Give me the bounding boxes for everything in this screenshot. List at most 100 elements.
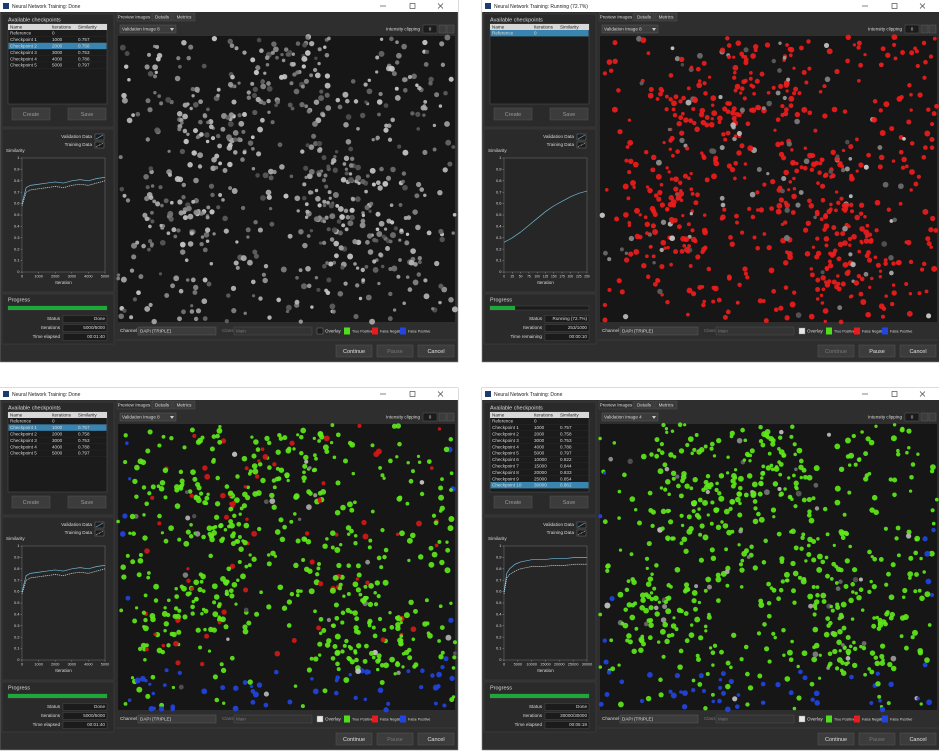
class-dropdown[interactable] bbox=[715, 714, 795, 724]
maximize-button[interactable] bbox=[891, 391, 898, 397]
overlay-label[interactable]: Overlay bbox=[807, 717, 824, 722]
button[interactable] bbox=[67, 495, 107, 509]
intensity-value[interactable]: 0 bbox=[911, 27, 914, 32]
table-cell[interactable]: Checkpoint 2 bbox=[10, 44, 37, 49]
tab[interactable] bbox=[633, 400, 655, 410]
tab-label[interactable]: Preview Images bbox=[118, 403, 151, 408]
button[interactable] bbox=[817, 344, 855, 358]
image-dropdown[interactable] bbox=[119, 24, 177, 34]
image-dropdown[interactable] bbox=[601, 24, 659, 34]
table-cell[interactable]: Checkpoint 3 bbox=[10, 438, 37, 443]
button[interactable] bbox=[899, 344, 937, 358]
tab[interactable] bbox=[151, 12, 173, 22]
tab[interactable] bbox=[633, 12, 655, 22]
spin-button[interactable] bbox=[446, 24, 455, 34]
tab[interactable] bbox=[598, 400, 634, 410]
image-dropdown[interactable] bbox=[601, 412, 659, 422]
class-value[interactable]: Main bbox=[236, 329, 246, 334]
tab[interactable] bbox=[172, 400, 196, 410]
button-label[interactable]: Continue bbox=[825, 349, 847, 355]
table-cell[interactable]: Checkpoint 2 bbox=[10, 432, 37, 437]
intensity-box[interactable] bbox=[422, 412, 438, 422]
intensity-value[interactable]: 0 bbox=[911, 415, 914, 420]
button[interactable] bbox=[11, 107, 51, 121]
button-label[interactable]: Create bbox=[505, 500, 522, 506]
spin-button[interactable] bbox=[920, 24, 929, 34]
intensity-box[interactable] bbox=[904, 24, 920, 34]
close-button[interactable] bbox=[437, 391, 444, 397]
image-dropdown[interactable] bbox=[119, 412, 177, 422]
spin-button[interactable] bbox=[438, 24, 447, 34]
table-cell[interactable]: Checkpoint 5 bbox=[10, 451, 37, 456]
button-label[interactable]: Create bbox=[505, 112, 522, 118]
button[interactable] bbox=[858, 732, 896, 746]
button[interactable] bbox=[549, 495, 589, 509]
channel-value[interactable]: DAPI (TRIPLE) bbox=[140, 717, 172, 722]
channel-dropdown[interactable] bbox=[137, 326, 217, 336]
overlay-label[interactable]: Overlay bbox=[325, 717, 342, 722]
table-cell[interactable]: Reference bbox=[10, 31, 32, 36]
button[interactable] bbox=[899, 732, 937, 746]
image-dropdown-value[interactable]: Validation Image 8 bbox=[604, 27, 642, 32]
close-button[interactable] bbox=[919, 3, 926, 9]
button[interactable] bbox=[549, 107, 589, 121]
table-cell[interactable]: Checkpoint 6 bbox=[492, 457, 519, 462]
button-label[interactable]: Save bbox=[81, 112, 94, 118]
table-cell[interactable]: Checkpoint 8 bbox=[492, 470, 519, 475]
table-cell[interactable]: Checkpoint 2 bbox=[492, 432, 519, 437]
button[interactable] bbox=[376, 344, 414, 358]
button-label[interactable]: Pause bbox=[387, 349, 403, 355]
tab[interactable] bbox=[116, 12, 152, 22]
button-label[interactable]: Cancel bbox=[427, 349, 444, 355]
table-cell[interactable]: Checkpoint 3 bbox=[10, 50, 37, 55]
channel-value[interactable]: DAPI (TRIPLE) bbox=[140, 329, 172, 334]
table-cell[interactable]: Reference bbox=[492, 419, 514, 424]
tab-label[interactable]: Metrics bbox=[659, 403, 675, 408]
table-cell[interactable]: Checkpoint 1 bbox=[492, 425, 519, 430]
button-label[interactable]: Cancel bbox=[909, 349, 926, 355]
button-label[interactable]: Create bbox=[23, 500, 40, 506]
table-cell[interactable]: Checkpoint 3 bbox=[492, 438, 519, 443]
button-label[interactable]: Cancel bbox=[909, 737, 926, 743]
maximize-button[interactable] bbox=[409, 391, 416, 397]
button-label[interactable]: Cancel bbox=[427, 737, 444, 743]
button[interactable] bbox=[11, 495, 51, 509]
button-label[interactable]: Continue bbox=[825, 737, 847, 743]
tab[interactable] bbox=[598, 12, 634, 22]
overlay-label[interactable]: Overlay bbox=[325, 329, 342, 334]
button[interactable] bbox=[817, 732, 855, 746]
class-dropdown[interactable] bbox=[233, 326, 313, 336]
table-cell[interactable]: Checkpoint 10 bbox=[492, 483, 522, 488]
class-dropdown[interactable] bbox=[233, 714, 313, 724]
tab[interactable] bbox=[654, 400, 678, 410]
table-cell[interactable]: Reference bbox=[10, 419, 32, 424]
table-cell[interactable]: Checkpoint 4 bbox=[10, 444, 37, 449]
tab[interactable] bbox=[654, 12, 678, 22]
button-label[interactable]: Pause bbox=[869, 737, 885, 743]
image-dropdown-value[interactable]: Validation Image 8 bbox=[122, 27, 160, 32]
table-cell[interactable]: Checkpoint 7 bbox=[492, 464, 519, 469]
spin-button[interactable] bbox=[928, 412, 937, 422]
class-value[interactable]: Main bbox=[718, 717, 728, 722]
button-label[interactable]: Save bbox=[563, 500, 576, 506]
close-button[interactable] bbox=[437, 3, 444, 9]
button[interactable] bbox=[417, 732, 455, 746]
close-button[interactable] bbox=[919, 391, 926, 397]
intensity-value[interactable]: 0 bbox=[429, 27, 432, 32]
button-label[interactable]: Continue bbox=[343, 349, 365, 355]
table-cell[interactable]: Checkpoint 1 bbox=[10, 425, 37, 430]
channel-value[interactable]: DAPI (TRIPLE) bbox=[622, 329, 654, 334]
button-label[interactable]: Pause bbox=[869, 349, 885, 355]
button-label[interactable]: Save bbox=[81, 500, 94, 506]
button[interactable] bbox=[335, 344, 373, 358]
spin-button[interactable] bbox=[928, 24, 937, 34]
button-label[interactable]: Save bbox=[563, 112, 576, 118]
table-cell[interactable]: Checkpoint 9 bbox=[492, 476, 519, 481]
table-cell[interactable]: Reference bbox=[492, 31, 514, 36]
tab-label[interactable]: Details bbox=[155, 15, 170, 20]
tab-label[interactable]: Details bbox=[637, 403, 652, 408]
spin-button[interactable] bbox=[438, 412, 447, 422]
overlay-checkbox[interactable] bbox=[798, 327, 806, 335]
spin-button[interactable] bbox=[446, 412, 455, 422]
tab-label[interactable]: Metrics bbox=[659, 15, 675, 20]
